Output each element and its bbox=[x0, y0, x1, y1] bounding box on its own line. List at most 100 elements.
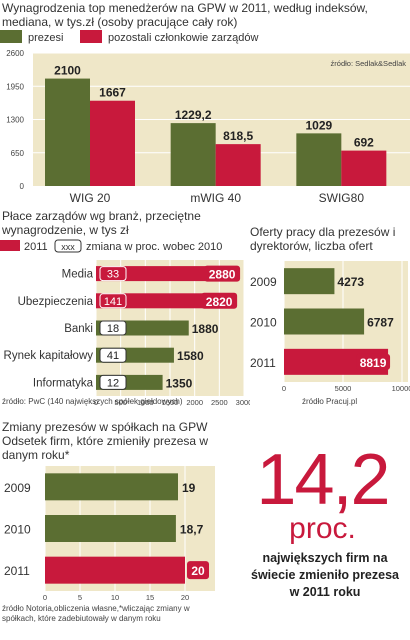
chart4-source: źródło Notoria,obliczenia własne,*wlicza… bbox=[2, 604, 190, 623]
chart1-value-label: 2100 bbox=[54, 64, 81, 78]
chart4-xtick-2: 10 bbox=[111, 593, 119, 602]
chart2-value-label: 1350 bbox=[166, 376, 193, 390]
chart2-value-label: 2820 bbox=[206, 295, 233, 309]
chart3-value-box bbox=[356, 353, 391, 370]
chart4: 0 5 10 15 20 2009 19 2010 18,7 2011 20 bbox=[4, 466, 215, 602]
chart2-change-label: 12 bbox=[107, 377, 119, 389]
chart3-xtick-0: 0 bbox=[282, 384, 286, 393]
chart2-value-box bbox=[201, 292, 238, 309]
chart2-bar-0 bbox=[96, 266, 239, 282]
chart3-value-label: 8819 bbox=[360, 356, 387, 370]
chart1-bar-SWIG80-s1 bbox=[341, 150, 387, 186]
legend-year: 2011 bbox=[24, 241, 48, 253]
chart3-value-label: 4273 bbox=[337, 275, 364, 289]
chart2-xtick-0: 0 bbox=[94, 398, 98, 407]
chart2-change-box bbox=[99, 374, 127, 390]
chart4-value-label: 20 bbox=[191, 564, 205, 578]
chart1-value-label: 1029 bbox=[305, 118, 332, 132]
legend-box-text: xxx bbox=[61, 242, 75, 252]
legend-swatch-2011 bbox=[0, 240, 20, 251]
chart1-xtick-0: WIG 20 bbox=[70, 191, 111, 205]
chart3-category-1: 2010 bbox=[250, 316, 277, 330]
legend-swatch-pozostali bbox=[80, 30, 102, 43]
chart2-xtick-2: 1000 bbox=[137, 398, 154, 407]
chart4-xtick-1: 5 bbox=[78, 593, 82, 602]
chart2-value-box bbox=[204, 265, 241, 282]
legend-label-pozostali: pozostali członkowie zarządów bbox=[108, 32, 258, 44]
chart3-category-2: 2011 bbox=[250, 356, 276, 370]
chart3-source: źródło Pracuj.pl bbox=[302, 397, 358, 406]
chart3-title: Oferty pracy dla prezesów i dyrektorów, … bbox=[250, 225, 396, 253]
legend-label-prezesi: prezesi bbox=[28, 32, 63, 44]
chart1-value-label: 1667 bbox=[99, 86, 126, 100]
chart1-xtick-1: mWIG 40 bbox=[190, 191, 241, 205]
chart4-bar-2011 bbox=[45, 556, 185, 584]
chart2-xtick-6: 3000 bbox=[236, 398, 250, 407]
chart1-title: Wynagrodzenia top menedżerów na GPW w 20… bbox=[2, 1, 368, 29]
chart1-source: źródło: Sedlak&Sedlak bbox=[331, 59, 407, 68]
legend-swatch-prezesi bbox=[0, 30, 22, 43]
chart1-ytick-1: 650 bbox=[11, 149, 25, 158]
chart1-ytick-3: 1950 bbox=[6, 82, 24, 91]
legend-change-box bbox=[54, 239, 82, 253]
chart2-category-1: Ubezpieczenia bbox=[18, 296, 94, 308]
chart2-value-label: 1580 bbox=[177, 349, 204, 363]
chart2-source: źródło: PwC (140 największych spółek gie… bbox=[2, 397, 183, 406]
chart2-change-box bbox=[99, 320, 127, 336]
chart2-value-label: 2880 bbox=[209, 268, 236, 282]
chart3-value-label: 6787 bbox=[367, 316, 394, 330]
chart2-category-3: Rynek kapitałowy bbox=[4, 350, 94, 362]
chart2-bar-1 bbox=[96, 293, 236, 309]
chart4-value-box bbox=[187, 561, 209, 580]
callout-text: największych firm na świecie zmieniło pr… bbox=[251, 551, 399, 599]
chart4-bar-2009 bbox=[45, 473, 178, 501]
chart4-title: Zmiany prezesów w spółkach na GPW Odsete… bbox=[2, 420, 209, 462]
chart2-change-label: 141 bbox=[104, 296, 122, 308]
chart4-category-1: 2010 bbox=[4, 523, 31, 537]
chart1-bar-WIG20-s0 bbox=[45, 78, 90, 186]
chart2-title: Płace zarządów wg branż, przeciętne wyna… bbox=[2, 209, 201, 237]
chart2-category-2: Banki bbox=[64, 323, 93, 335]
chart4-category-2: 2011 bbox=[4, 564, 30, 578]
chart2-change-label: 33 bbox=[107, 269, 119, 281]
chart2-change-label: 18 bbox=[107, 323, 119, 335]
chart1-bar-WIG20-s1 bbox=[90, 100, 135, 186]
chart4-value-label: 18,7 bbox=[180, 523, 204, 537]
callout-number: 14,2 bbox=[256, 440, 390, 520]
chart3-bar-2010 bbox=[284, 308, 365, 335]
chart4-value-label: 19 bbox=[182, 481, 196, 495]
chart1-ytick-0: 0 bbox=[20, 182, 25, 191]
chart1-bar-mWIG40-s1 bbox=[215, 144, 261, 186]
chart1-bar-mWIG40-s0 bbox=[170, 123, 216, 186]
chart2-change-box bbox=[99, 347, 127, 363]
legend-change-text: zmiana w proc. wobec 2010 bbox=[86, 241, 222, 253]
chart3-xtick-2: 10000 bbox=[392, 384, 410, 393]
chart3-category-0: 2009 bbox=[250, 275, 277, 289]
callout-unit: proc. bbox=[289, 512, 356, 545]
chart2-xtick-5: 2500 bbox=[211, 398, 228, 407]
chart3-bar-2009 bbox=[284, 268, 335, 295]
chart1-value-label: 1229,2 bbox=[175, 108, 212, 122]
chart1-ytick-2: 1300 bbox=[6, 116, 24, 125]
chart2-xtick-4: 2000 bbox=[186, 398, 203, 407]
chart1-value-label: 692 bbox=[354, 136, 374, 150]
chart2-change-box bbox=[99, 293, 127, 309]
chart2-value-label: 1880 bbox=[192, 322, 219, 336]
chart1-ytick-4: 2600 bbox=[6, 49, 24, 58]
chart3: 0 5000 10000 2009 4273 2010 6787 2011 8819 bbox=[250, 261, 410, 393]
chart2-change-label: 41 bbox=[107, 350, 119, 362]
chart1-value-label: 818,5 bbox=[223, 129, 253, 143]
chart1: prezesi pozostali członkowie zarządów źr… bbox=[0, 30, 410, 205]
chart2-category-4: Informatyka bbox=[33, 377, 94, 389]
chart2-change-box bbox=[99, 266, 127, 282]
chart4-xtick-4: 20 bbox=[181, 593, 189, 602]
chart1-xtick-2: SWIG80 bbox=[319, 191, 365, 205]
chart4-category-0: 2009 bbox=[4, 481, 31, 495]
chart1-bar-SWIG80-s0 bbox=[296, 133, 342, 186]
chart4-xtick-3: 15 bbox=[146, 593, 154, 602]
chart2: 2011 xxx zmiana w proc. wobec 2010 0 500 1… bbox=[0, 239, 250, 407]
chart2-xtick-1: 500 bbox=[114, 398, 127, 407]
chart2-category-0: Media bbox=[62, 269, 94, 281]
chart4-bar-2010 bbox=[45, 515, 176, 542]
chart2-xtick-3: 1500 bbox=[162, 398, 179, 407]
